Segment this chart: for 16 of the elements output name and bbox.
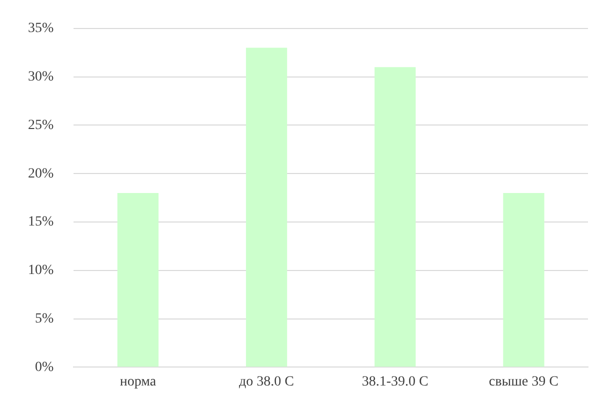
y-tick-label: 15%: [28, 214, 54, 230]
bar: [374, 67, 416, 367]
y-tick-label: 5%: [34, 311, 54, 326]
y-tick-label: 10%: [28, 263, 54, 278]
y-tick-label: 30%: [28, 69, 54, 84]
bar: [117, 192, 159, 367]
x-tick-label: свыше 39 С: [488, 374, 558, 390]
x-tick-label: до 38.0 С: [239, 374, 294, 390]
x-tick-label: норма: [120, 374, 157, 390]
bar: [503, 192, 544, 367]
y-tick-label: 25%: [28, 118, 54, 133]
y-tick-label: 20%: [28, 166, 54, 182]
y-tick-label: 0%: [34, 360, 54, 375]
y-tick-label: 35%: [28, 21, 54, 36]
bar: [246, 48, 288, 367]
x-tick-label: 38.1-39.0 С: [362, 374, 428, 390]
